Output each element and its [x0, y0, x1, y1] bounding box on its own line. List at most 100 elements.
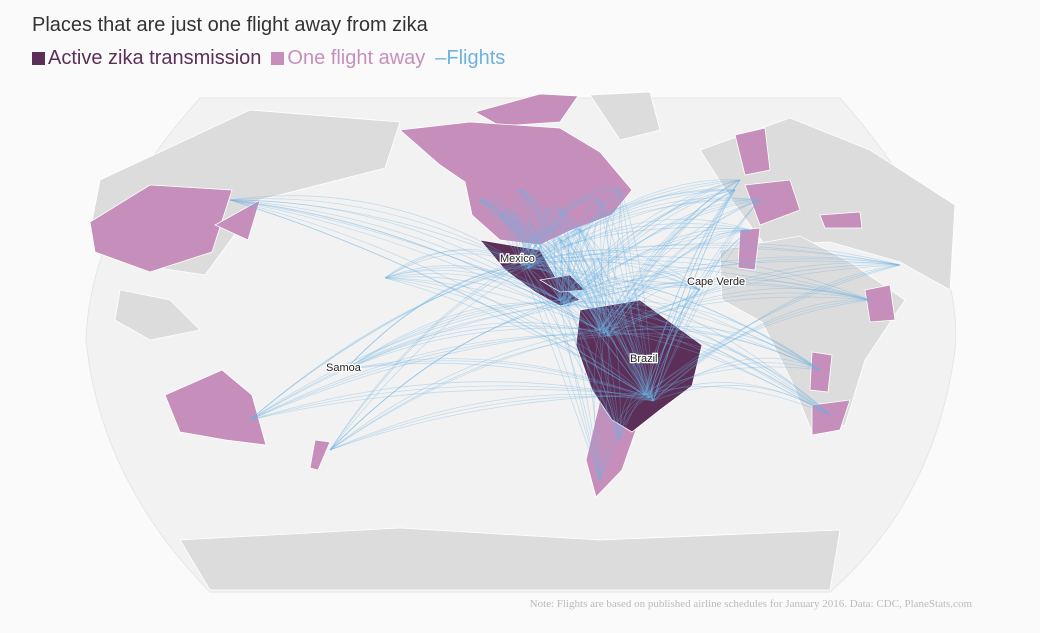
flight — [567, 199, 761, 307]
flight — [329, 264, 525, 451]
flight — [559, 239, 601, 331]
flight — [513, 189, 521, 263]
flight — [329, 261, 521, 451]
flight — [563, 256, 901, 304]
flight — [567, 179, 741, 307]
flight — [599, 189, 736, 331]
flight — [499, 214, 646, 396]
flight — [559, 209, 650, 399]
flight — [599, 199, 605, 334]
flight — [607, 284, 701, 337]
flight — [479, 199, 525, 266]
flight — [619, 392, 646, 441]
flight — [648, 289, 701, 399]
flight — [599, 296, 871, 331]
flight — [652, 229, 751, 402]
flight — [479, 199, 654, 402]
flight — [553, 239, 561, 301]
flight — [599, 229, 751, 331]
flight — [249, 267, 529, 421]
legend-swatch — [271, 52, 285, 65]
flight — [249, 305, 569, 421]
flight — [519, 261, 621, 441]
land-gray — [89, 91, 956, 591]
flight — [603, 282, 701, 334]
flight — [652, 179, 741, 402]
flight — [527, 267, 821, 371]
flight — [329, 267, 529, 451]
flight — [644, 179, 741, 396]
flight — [563, 199, 761, 304]
flight — [229, 199, 609, 337]
flight — [384, 248, 529, 279]
flight — [519, 261, 821, 371]
flight — [527, 267, 621, 441]
legend-swatch — [32, 52, 45, 65]
flight — [607, 179, 741, 337]
flight — [559, 260, 901, 301]
legend-label: Flights — [446, 47, 506, 69]
flight — [599, 264, 901, 331]
flight — [527, 218, 751, 269]
flight — [229, 199, 654, 402]
legend-item: –Flights — [435, 47, 505, 70]
flight — [599, 394, 646, 481]
flight — [559, 199, 601, 301]
flight — [519, 179, 741, 263]
flight — [479, 199, 521, 263]
flight — [229, 199, 521, 263]
legend: Active zika transmission One flight away… — [32, 47, 505, 70]
flight — [519, 199, 761, 263]
flight — [229, 199, 646, 396]
flight — [523, 199, 601, 266]
flight — [599, 325, 821, 371]
flight — [527, 197, 601, 269]
flight — [599, 189, 621, 331]
flight — [519, 228, 581, 263]
place-label: Mexico — [500, 253, 535, 265]
flight — [593, 329, 601, 481]
flight — [523, 247, 901, 266]
flight — [329, 394, 646, 451]
flight — [563, 189, 621, 304]
flight — [519, 189, 561, 301]
flight — [479, 199, 565, 304]
flight — [519, 261, 601, 481]
flight — [344, 325, 605, 371]
flight — [527, 204, 561, 269]
flight — [567, 228, 581, 307]
flight — [249, 332, 605, 421]
flight — [599, 199, 610, 337]
flight — [249, 334, 609, 421]
flight — [344, 360, 654, 402]
flight — [563, 179, 741, 304]
flight — [648, 299, 871, 399]
flight — [599, 329, 621, 441]
flight — [523, 264, 601, 481]
flight — [559, 179, 741, 301]
flight — [567, 270, 701, 307]
flight — [567, 305, 621, 441]
flight — [599, 199, 654, 402]
flight — [652, 189, 736, 402]
flight — [499, 214, 561, 301]
flight — [579, 229, 601, 331]
flight — [527, 187, 621, 269]
flight — [644, 264, 901, 396]
flight — [384, 273, 609, 337]
flight — [607, 189, 736, 337]
flight — [599, 399, 654, 481]
flight — [563, 229, 751, 304]
flight — [329, 299, 561, 451]
title: Places that are just one flight away fro… — [32, 14, 428, 36]
flight — [527, 179, 741, 269]
flight — [603, 179, 741, 334]
flight — [579, 229, 650, 399]
flight — [499, 211, 529, 269]
flight — [599, 199, 761, 331]
flight — [619, 189, 654, 402]
flight — [519, 189, 650, 399]
flight — [644, 366, 821, 396]
flight — [519, 227, 751, 263]
